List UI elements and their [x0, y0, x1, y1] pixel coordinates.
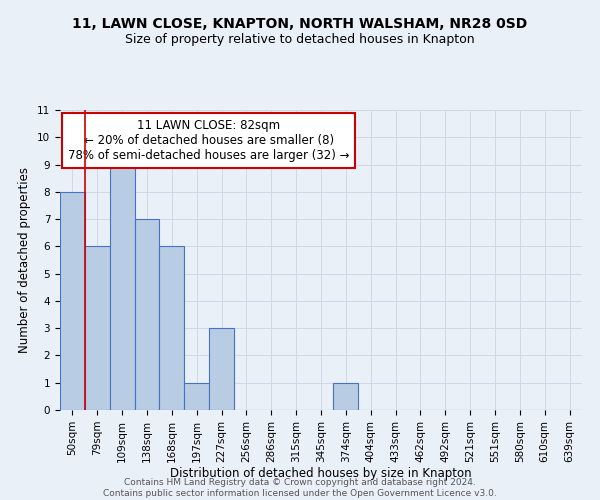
Bar — [209, 328, 234, 410]
Text: 11 LAWN CLOSE: 82sqm
← 20% of detached houses are smaller (8)
78% of semi-detach: 11 LAWN CLOSE: 82sqm ← 20% of detached h… — [68, 119, 350, 162]
X-axis label: Distribution of detached houses by size in Knapton: Distribution of detached houses by size … — [170, 468, 472, 480]
Bar — [134, 219, 160, 410]
Bar — [110, 164, 134, 410]
Text: Size of property relative to detached houses in Knapton: Size of property relative to detached ho… — [125, 32, 475, 46]
Text: 11, LAWN CLOSE, KNAPTON, NORTH WALSHAM, NR28 0SD: 11, LAWN CLOSE, KNAPTON, NORTH WALSHAM, … — [73, 18, 527, 32]
Bar — [60, 192, 85, 410]
Bar — [184, 382, 209, 410]
Text: Contains HM Land Registry data © Crown copyright and database right 2024.
Contai: Contains HM Land Registry data © Crown c… — [103, 478, 497, 498]
Bar — [85, 246, 110, 410]
Y-axis label: Number of detached properties: Number of detached properties — [19, 167, 31, 353]
Bar — [160, 246, 184, 410]
Bar — [334, 382, 358, 410]
